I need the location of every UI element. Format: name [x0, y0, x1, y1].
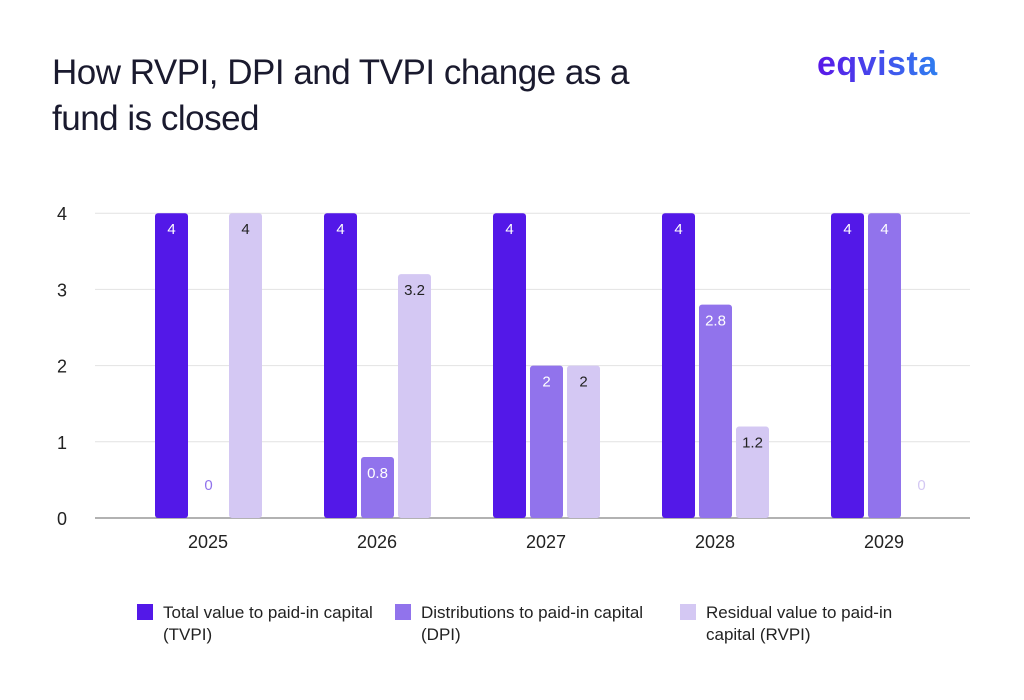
y-tick-label: 0 — [57, 509, 67, 529]
data-label: 4 — [843, 221, 851, 238]
bar — [229, 213, 262, 518]
bar — [567, 365, 600, 518]
bar — [699, 304, 732, 518]
legend-item: Residual value to paid-in capital (RVPI) — [680, 602, 935, 646]
bar — [736, 426, 769, 518]
y-tick-label: 1 — [57, 433, 67, 453]
x-tick-label: 2025 — [188, 532, 228, 552]
y-tick-label: 3 — [57, 280, 67, 300]
bar — [662, 213, 695, 518]
data-label: 2 — [542, 374, 550, 391]
eqvista-logo: eqvista — [817, 45, 938, 83]
data-label: 4 — [880, 221, 888, 238]
legend-swatch — [395, 604, 411, 620]
data-label: 0 — [204, 477, 212, 494]
bar — [831, 213, 864, 518]
data-label: 2.8 — [705, 313, 726, 330]
data-label: 0 — [917, 477, 925, 494]
data-label: 0.8 — [367, 465, 388, 482]
data-label: 4 — [336, 221, 344, 238]
bar — [868, 213, 901, 518]
chart-title: How RVPI, DPI and TVPI change as a fund … — [52, 53, 630, 138]
data-label: 4 — [505, 221, 513, 238]
y-tick-label: 4 — [57, 204, 67, 224]
x-tick-label: 2029 — [864, 532, 904, 552]
bar — [530, 365, 563, 518]
data-label: 2 — [579, 374, 587, 391]
data-label: 4 — [674, 221, 682, 238]
bar — [155, 213, 188, 518]
x-tick-label: 2027 — [526, 532, 566, 552]
legend-label: Residual value to paid-in capital (RVPI) — [706, 603, 893, 644]
legend-label: Distributions to paid-in capital (DPI) — [421, 603, 644, 644]
y-tick-label: 2 — [57, 357, 67, 377]
bar — [324, 213, 357, 518]
data-label: 3.2 — [404, 282, 425, 299]
bar — [398, 274, 431, 518]
bar — [493, 213, 526, 518]
legend-swatch — [137, 604, 153, 620]
x-tick-label: 2028 — [695, 532, 735, 552]
data-label: 4 — [167, 221, 175, 238]
legend-item: Distributions to paid-in capital (DPI) — [395, 602, 650, 646]
x-tick-label: 2026 — [357, 532, 397, 552]
legend-swatch — [680, 604, 696, 620]
data-label: 1.2 — [742, 435, 763, 452]
bar — [361, 457, 394, 518]
data-label: 4 — [241, 221, 249, 238]
legend-item: Total value to paid-in capital (TVPI) — [137, 602, 392, 646]
legend-label: Total value to paid-in capital (TVPI) — [163, 603, 373, 644]
